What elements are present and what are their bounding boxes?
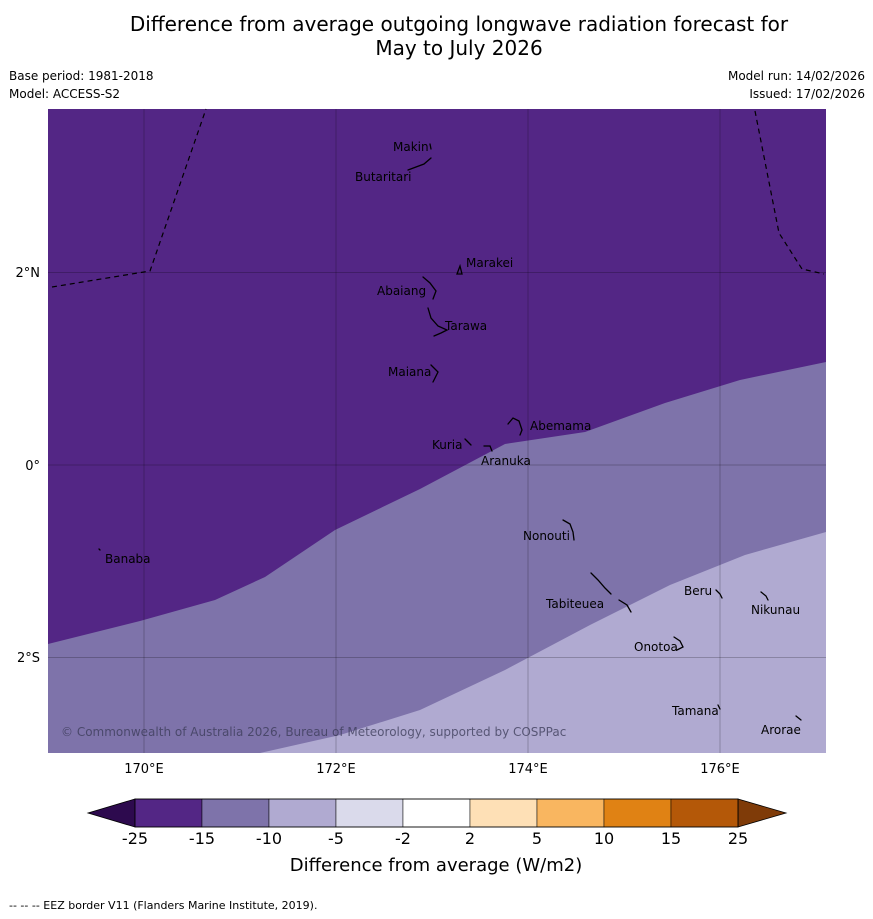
colorbar-under-arrow: [86, 798, 136, 828]
colorbar-tick-label: 2: [465, 829, 475, 848]
colorbar-tick-label: -15: [189, 829, 215, 848]
place-aranuka: Aranuka: [481, 454, 531, 468]
colorbar-segment: [134, 798, 203, 828]
title-line-2: May to July 2026: [375, 36, 543, 60]
colorbar-segment: [201, 798, 270, 828]
model-name: Model: ACCESS-S2: [9, 87, 121, 101]
colorbar-tick-label: 15: [661, 829, 681, 848]
colorbar-segment: [469, 798, 538, 828]
issued-date: Issued: 17/02/2026: [749, 87, 865, 101]
lon-label-174e: 174°E: [508, 762, 548, 777]
meta-left: Base period: 1981-2018 Model: ACCESS-S2: [9, 67, 154, 103]
place-abemama: Abemama: [530, 419, 591, 433]
place-makin: Makin: [393, 140, 429, 154]
island-maiana: [430, 364, 439, 383]
lon-label-172e: 172°E: [316, 762, 356, 777]
graticule: [48, 109, 826, 753]
place-nonouti: Nonouti: [523, 529, 570, 543]
place-onotoa: Onotoa: [634, 640, 678, 654]
model-run: Model run: 14/02/2026: [727, 69, 865, 83]
place-tarawa: Tarawa: [444, 319, 487, 333]
colorbar-legend: -25 -15 -10 -5 -2 2 5 10 15 25 Difference from av…: [86, 798, 788, 876]
colorbar-tick-label: -25: [122, 829, 148, 848]
island-nonouti: [562, 519, 575, 541]
place-beru: Beru: [684, 584, 712, 598]
lon-label-170e: 170°E: [124, 762, 164, 777]
island-tarawa: [427, 307, 449, 337]
eez-border-east: [754, 110, 825, 275]
colorbar-segment: [335, 798, 404, 828]
map-field: [48, 109, 826, 753]
colorbar-segment: [670, 798, 739, 828]
base-period: Base period: 1981-2018: [9, 69, 154, 83]
colorbar-segment: [268, 798, 337, 828]
place-tabiteuea: Tabiteuea: [545, 597, 604, 611]
island-arorae: [795, 715, 802, 721]
lat-label-equator: 0°: [25, 459, 40, 474]
colorbar-tick-label: 10: [594, 829, 614, 848]
eez-border-west: [51, 108, 207, 288]
lon-label-176e: 176°E: [700, 762, 740, 777]
place-tamana: Tamana: [671, 704, 719, 718]
island-butaritari: [407, 157, 432, 171]
place-marakei: Marakei: [466, 256, 513, 270]
place-kuria: Kuria: [432, 438, 463, 452]
colorbar-segment: [402, 798, 471, 828]
island-beru: [715, 589, 723, 599]
zone-minus-10-to-minus-5: [260, 532, 826, 753]
colorbar-tick-label: -10: [256, 829, 282, 848]
place-butaritari: Butaritari: [355, 170, 412, 184]
island-tabiteuea: [590, 572, 632, 613]
chart-title: Difference from average outgoing longwav…: [0, 12, 873, 60]
island-onotoa: [673, 636, 684, 651]
island-kuria: [464, 438, 472, 446]
place-banaba: Banaba: [105, 552, 151, 566]
title-line-1: Difference from average outgoing longwav…: [129, 12, 789, 36]
meta-right: Model run: 14/02/2026 Issued: 17/02/2026: [728, 67, 865, 103]
eez-source-note: -- -- -- EEZ border V11 (Flanders Marine…: [9, 899, 318, 912]
place-abaiang: Abaiang: [377, 284, 426, 298]
colorbar-segment: [603, 798, 672, 828]
copyright-notice: © Commonwealth of Australia 2026, Bureau…: [61, 725, 566, 739]
island-abemama: [507, 417, 523, 436]
island-banaba: [98, 548, 101, 551]
island-outlines: [98, 143, 802, 721]
colorbar-tick-label: -5: [328, 829, 344, 848]
island-aranuka: [483, 445, 493, 452]
place-nikunau: Nikunau: [751, 603, 800, 617]
island-nikunau: [760, 591, 769, 601]
place-maiana: Maiana: [388, 365, 431, 379]
colorbar-tick-label: 25: [728, 829, 748, 848]
island-tamana: [717, 704, 721, 710]
lat-label-2n: 2°N: [16, 266, 41, 281]
place-arorae: Arorae: [761, 723, 801, 737]
colorbar-frame: [134, 798, 739, 828]
island-marakei: [456, 263, 463, 275]
colorbar-label: Difference from average (W/m2): [290, 855, 582, 876]
eez-border: [51, 108, 825, 288]
colorbar-tick-label: 5: [532, 829, 542, 848]
island-abaiang: [422, 276, 437, 300]
colorbar-segment: [536, 798, 605, 828]
lat-label-2s: 2°S: [17, 651, 40, 666]
colorbar-tick-label: -2: [395, 829, 411, 848]
colorbar-over-arrow: [737, 798, 788, 828]
island-makin: [429, 143, 432, 150]
